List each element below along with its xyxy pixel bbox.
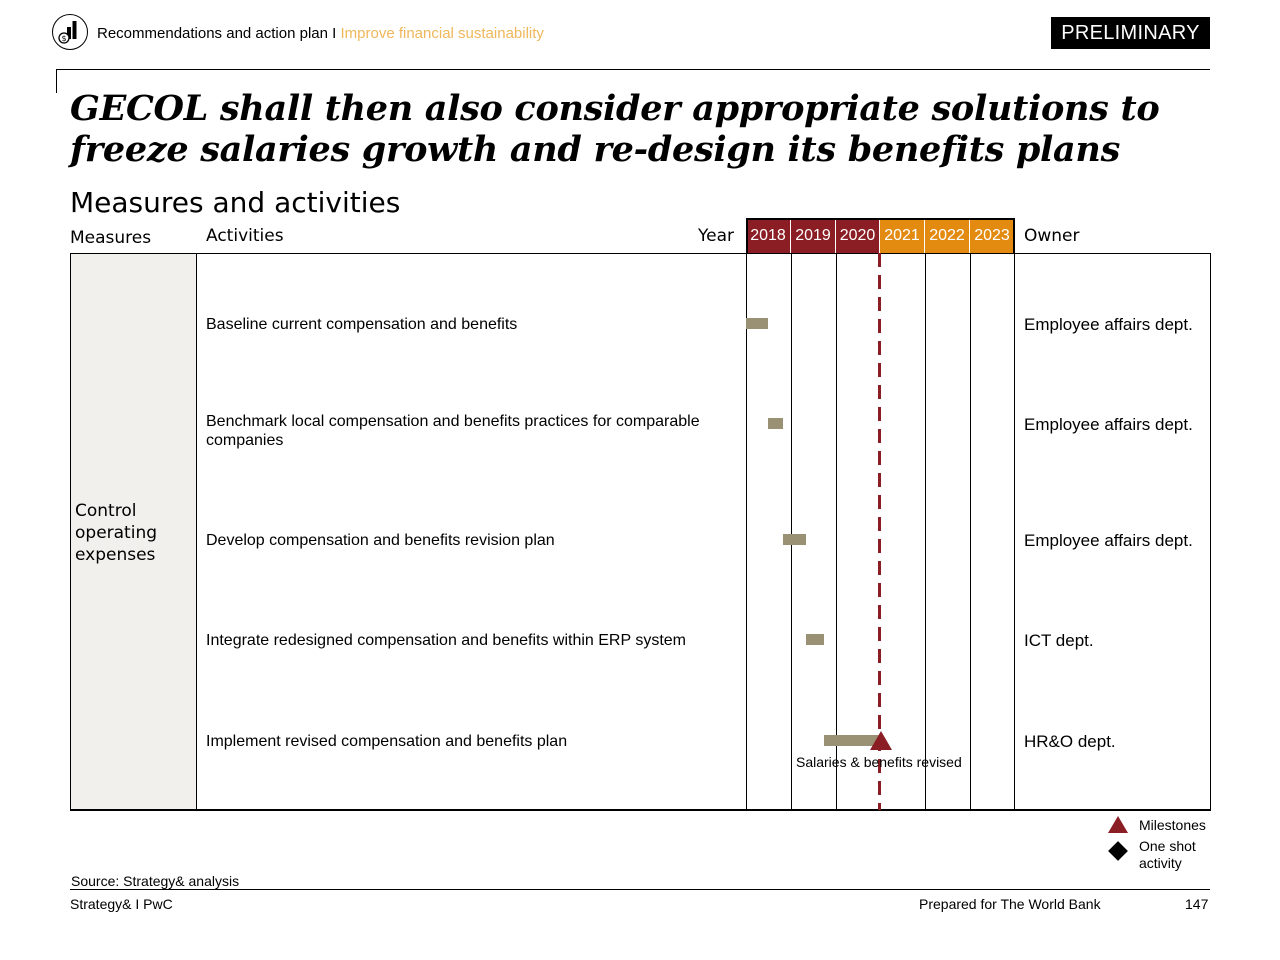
- gantt-bar: [768, 418, 784, 429]
- year-divider: [925, 253, 926, 810]
- owner-text: Employee affairs dept.: [1024, 531, 1193, 550]
- year-2020: 2020: [836, 218, 880, 253]
- page-title: GECOL shall then also consider appropria…: [70, 88, 1160, 170]
- breadcrumb-main: Recommendations and action plan I: [97, 25, 341, 42]
- activity-text: Integrate redesigned compensation and be…: [206, 632, 686, 649]
- page-number: 147: [1185, 896, 1209, 912]
- milestone-marker: [870, 731, 893, 750]
- breadcrumb: Recommendations and action plan I Improv…: [97, 25, 544, 42]
- gantt-bar: [783, 534, 806, 545]
- footer-left: Strategy& I PwC: [70, 896, 173, 912]
- breadcrumb-sub: Improve financial sustainability: [340, 25, 544, 42]
- source-note: Source: Strategy& analysis: [71, 873, 240, 889]
- year-2021: 2021: [880, 218, 925, 253]
- activities-header: Activities: [206, 226, 284, 246]
- column-divider: [1014, 253, 1015, 810]
- section-title: Measures and activities: [70, 186, 401, 219]
- owner-text: ICT dept.: [1024, 631, 1094, 650]
- year-2023: 2023: [970, 218, 1015, 253]
- measure-label: Control operating expenses: [75, 501, 158, 565]
- milestone-legend-label: Milestones: [1139, 817, 1206, 833]
- one-shot-legend-label: One shot activity: [1139, 838, 1196, 871]
- owner-text: Employee affairs dept.: [1024, 315, 1193, 334]
- svg-text:$: $: [61, 34, 66, 43]
- one-shot-legend-icon: [1108, 841, 1128, 861]
- today-line: [878, 253, 881, 810]
- owner-header: Owner: [1024, 226, 1080, 246]
- column-divider: [746, 253, 747, 810]
- year-2019: 2019: [791, 218, 836, 253]
- year-divider: [970, 253, 971, 810]
- gantt-bar: [805, 634, 825, 645]
- measure-cell: [71, 254, 196, 809]
- milestone-legend-icon: [1108, 816, 1128, 833]
- plan-table: [70, 253, 1211, 811]
- gantt-bar: [746, 318, 769, 329]
- owner-text: HR&O dept.: [1024, 732, 1116, 751]
- activity-text: Benchmark local compensation and benefit…: [206, 413, 700, 449]
- header-divider-tick: [56, 69, 57, 93]
- activity-text: Baseline current compensation and benefi…: [206, 316, 518, 333]
- footer-divider: [70, 889, 1210, 890]
- footer-center: Prepared for The World Bank: [919, 896, 1101, 912]
- gantt-bar: [824, 735, 881, 746]
- column-divider: [196, 253, 197, 810]
- owner-text: Employee affairs dept.: [1024, 415, 1193, 434]
- logo-icon: $: [52, 14, 88, 50]
- status-badge: PRELIMINARY: [1051, 17, 1210, 49]
- milestone-label: Salaries & benefits revised: [796, 754, 962, 770]
- activity-text: Develop compensation and benefits revisi…: [206, 532, 555, 549]
- year-header: Year: [698, 226, 734, 246]
- year-2018: 2018: [746, 218, 791, 253]
- year-header-frame: [746, 218, 1015, 254]
- header-divider: [56, 69, 1210, 70]
- activity-text: Implement revised compensation and benef…: [206, 733, 568, 750]
- measures-header: Measures: [70, 228, 152, 248]
- year-2022: 2022: [925, 218, 970, 253]
- year-divider: [791, 253, 792, 810]
- year-divider: [836, 253, 837, 810]
